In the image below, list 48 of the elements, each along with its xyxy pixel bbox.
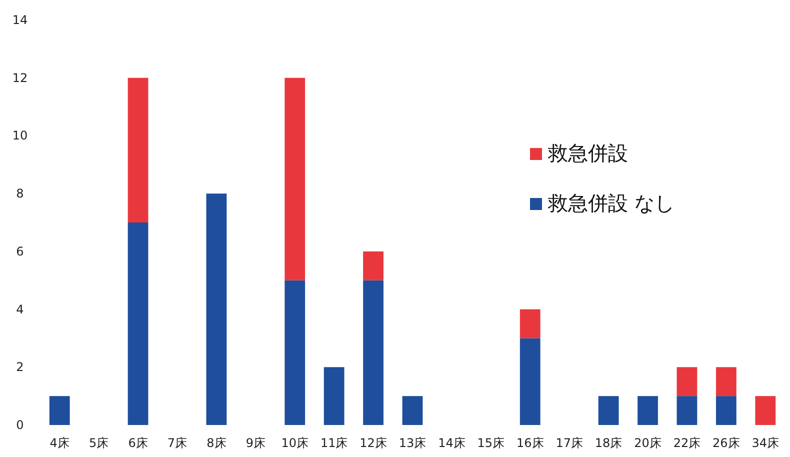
x-tick-label: 5床 [88, 436, 109, 450]
legend-label: 救急併設 なし [547, 191, 674, 215]
bar [598, 396, 619, 425]
bar [363, 251, 384, 280]
y-tick-label: 4 [16, 302, 24, 316]
x-tick-label: 9床 [246, 436, 266, 450]
x-tick-label: 26床 [712, 436, 740, 450]
x-tick-label: 22床 [673, 436, 701, 450]
y-tick-label: 6 [16, 244, 24, 258]
bar [206, 194, 227, 425]
x-tick-label: 15床 [477, 436, 505, 450]
x-tick-label: 12床 [360, 436, 387, 450]
bar [716, 396, 736, 425]
bar [755, 396, 776, 425]
x-tick-label: 14床 [438, 436, 466, 450]
y-tick-label: 2 [16, 360, 24, 374]
y-tick-label: 8 [16, 186, 24, 201]
x-tick-label: 17床 [556, 436, 583, 450]
y-tick-label: 0 [16, 418, 24, 432]
x-tick-label: 8床 [206, 436, 226, 450]
bar [676, 396, 698, 425]
x-tick-label: 6床 [128, 436, 148, 450]
bar [520, 309, 540, 338]
bar [128, 222, 148, 425]
x-tick-label: 13床 [398, 436, 426, 450]
bar [402, 396, 423, 425]
bar [520, 338, 540, 425]
x-tick-label: 11床 [320, 436, 348, 450]
y-tick-label: 10 [12, 128, 28, 143]
x-tick-label: 4床 [50, 436, 70, 450]
x-tick-label: 18床 [594, 436, 622, 450]
bar [676, 367, 698, 396]
x-tick-label: 7床 [167, 436, 188, 450]
x-tick-label: 16床 [516, 436, 544, 450]
bar [324, 367, 344, 425]
bar [49, 396, 70, 425]
bar [363, 280, 384, 425]
x-tick-label: 34床 [752, 436, 780, 450]
x-tick-label: 20床 [634, 436, 662, 450]
bar [716, 367, 736, 396]
y-tick-label: 14 [12, 13, 28, 27]
bar [128, 78, 148, 222]
legend-label: 救急併設 [547, 141, 628, 165]
bar [638, 396, 658, 425]
bar [284, 280, 306, 425]
x-tick-label: 10床 [281, 436, 309, 450]
bar [284, 78, 306, 280]
y-tick-label: 12 [12, 70, 28, 85]
